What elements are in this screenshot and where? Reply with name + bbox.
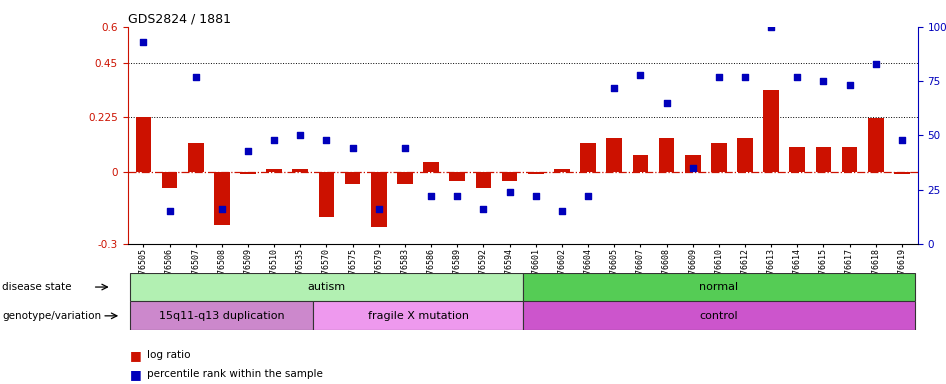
Text: GDS2824 / 1881: GDS2824 / 1881 (128, 13, 231, 26)
Point (136, 39, 151, 45)
Bar (685, 155, 701, 172)
Bar (501, 172, 517, 181)
Text: percentile rank within the sample: percentile rank within the sample (147, 369, 323, 379)
Bar (319, 172, 334, 217)
Bar (633, 155, 648, 172)
Bar (214, 172, 230, 225)
Point (868, 61, 884, 67)
Text: normal: normal (699, 282, 739, 292)
Bar (867, 119, 884, 172)
Point (267, 137, 282, 143)
Bar (313, 301, 522, 330)
Point (894, 137, 909, 143)
Bar (711, 142, 727, 172)
Bar (580, 142, 596, 172)
Bar (522, 273, 915, 301)
Point (554, 208, 569, 214)
Bar (292, 169, 308, 172)
Bar (476, 172, 491, 189)
Text: ■: ■ (130, 349, 141, 362)
Bar (522, 301, 915, 330)
Bar (763, 89, 779, 172)
Bar (737, 138, 753, 172)
Point (449, 193, 464, 199)
Point (581, 193, 596, 199)
Text: 15q11-q13 duplication: 15q11-q13 duplication (159, 311, 285, 321)
Bar (135, 117, 151, 172)
Point (476, 206, 491, 212)
Point (763, 24, 779, 30)
Bar (449, 172, 465, 181)
Bar (815, 147, 832, 172)
Bar (528, 172, 544, 174)
Point (685, 165, 700, 171)
Point (240, 147, 255, 154)
Text: ■: ■ (130, 368, 141, 381)
Point (659, 100, 674, 106)
Point (371, 206, 386, 212)
Text: genotype/variation: genotype/variation (2, 311, 101, 321)
Point (319, 137, 334, 143)
Bar (842, 147, 857, 172)
Bar (267, 169, 282, 172)
Point (215, 206, 230, 212)
Text: fragile X mutation: fragile X mutation (368, 311, 468, 321)
Point (188, 74, 203, 80)
Bar (894, 172, 910, 174)
Bar (240, 172, 255, 174)
Point (424, 193, 439, 199)
Point (345, 145, 360, 151)
Bar (188, 142, 203, 172)
Text: log ratio: log ratio (147, 350, 190, 360)
Point (738, 74, 753, 80)
Point (162, 208, 177, 214)
Bar (162, 172, 178, 189)
Bar (397, 172, 412, 184)
Point (842, 83, 857, 89)
Point (633, 71, 648, 78)
Point (606, 84, 622, 91)
Bar (606, 138, 622, 172)
Point (502, 189, 517, 195)
Bar (344, 172, 360, 184)
Bar (423, 162, 439, 172)
Text: disease state: disease state (2, 282, 71, 292)
Bar (371, 172, 387, 227)
Point (292, 132, 307, 139)
Bar (131, 301, 313, 330)
Text: control: control (699, 311, 738, 321)
Point (528, 193, 543, 199)
Point (790, 74, 805, 80)
Point (711, 74, 727, 80)
Point (815, 78, 831, 84)
Bar (658, 138, 674, 172)
Bar (554, 169, 569, 172)
Text: autism: autism (307, 282, 345, 292)
Bar (131, 273, 522, 301)
Bar (790, 147, 805, 172)
Point (397, 145, 412, 151)
